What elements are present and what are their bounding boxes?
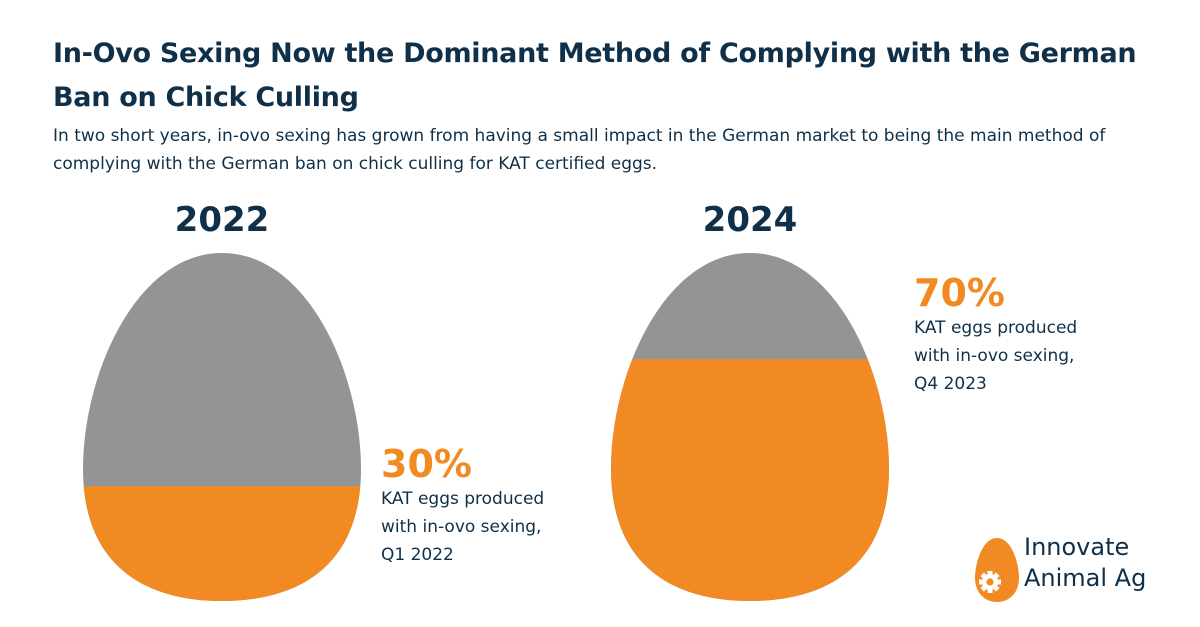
egg-2022 <box>83 253 361 601</box>
egg-2024 <box>611 253 889 601</box>
brand-logo: Innovate Animal Ag <box>974 530 1184 605</box>
chart-title: In-Ovo Sexing Now the Dominant Method of… <box>53 38 1137 113</box>
logo-line2: Animal Ag <box>1024 564 1147 592</box>
egg-value-fill-2024 <box>611 359 889 601</box>
egg-value-fill-2022 <box>83 486 361 601</box>
year-label-2024: 2024 <box>702 200 798 240</box>
annotation-text-line1: KAT eggs produced <box>381 489 545 509</box>
percent-label-2024: 70% <box>914 271 1005 315</box>
annotation-text-line1: KAT eggs produced <box>914 318 1078 338</box>
logo-text: Innovate Animal Ag <box>1024 532 1146 594</box>
percent-label-2022: 30% <box>381 442 472 486</box>
annotation-text-line2: with in-ovo sexing, <box>914 346 1075 366</box>
year-label-2022: 2022 <box>174 200 270 240</box>
annotation-2024: 70% KAT eggs produced with in-ovo sexing… <box>914 272 1077 398</box>
annotation-text-line3: Q1 2022 <box>381 545 454 565</box>
annotation-2022: 30% KAT eggs produced with in-ovo sexing… <box>381 443 544 569</box>
logo-line1: Innovate <box>1024 533 1130 561</box>
chart-subtitle: In two short years, in-ovo sexing has gr… <box>53 126 1106 174</box>
annotation-text-line3: Q4 2023 <box>914 374 987 394</box>
egg-gear-icon <box>975 538 1019 602</box>
annotation-text-line2: with in-ovo sexing, <box>381 517 542 537</box>
